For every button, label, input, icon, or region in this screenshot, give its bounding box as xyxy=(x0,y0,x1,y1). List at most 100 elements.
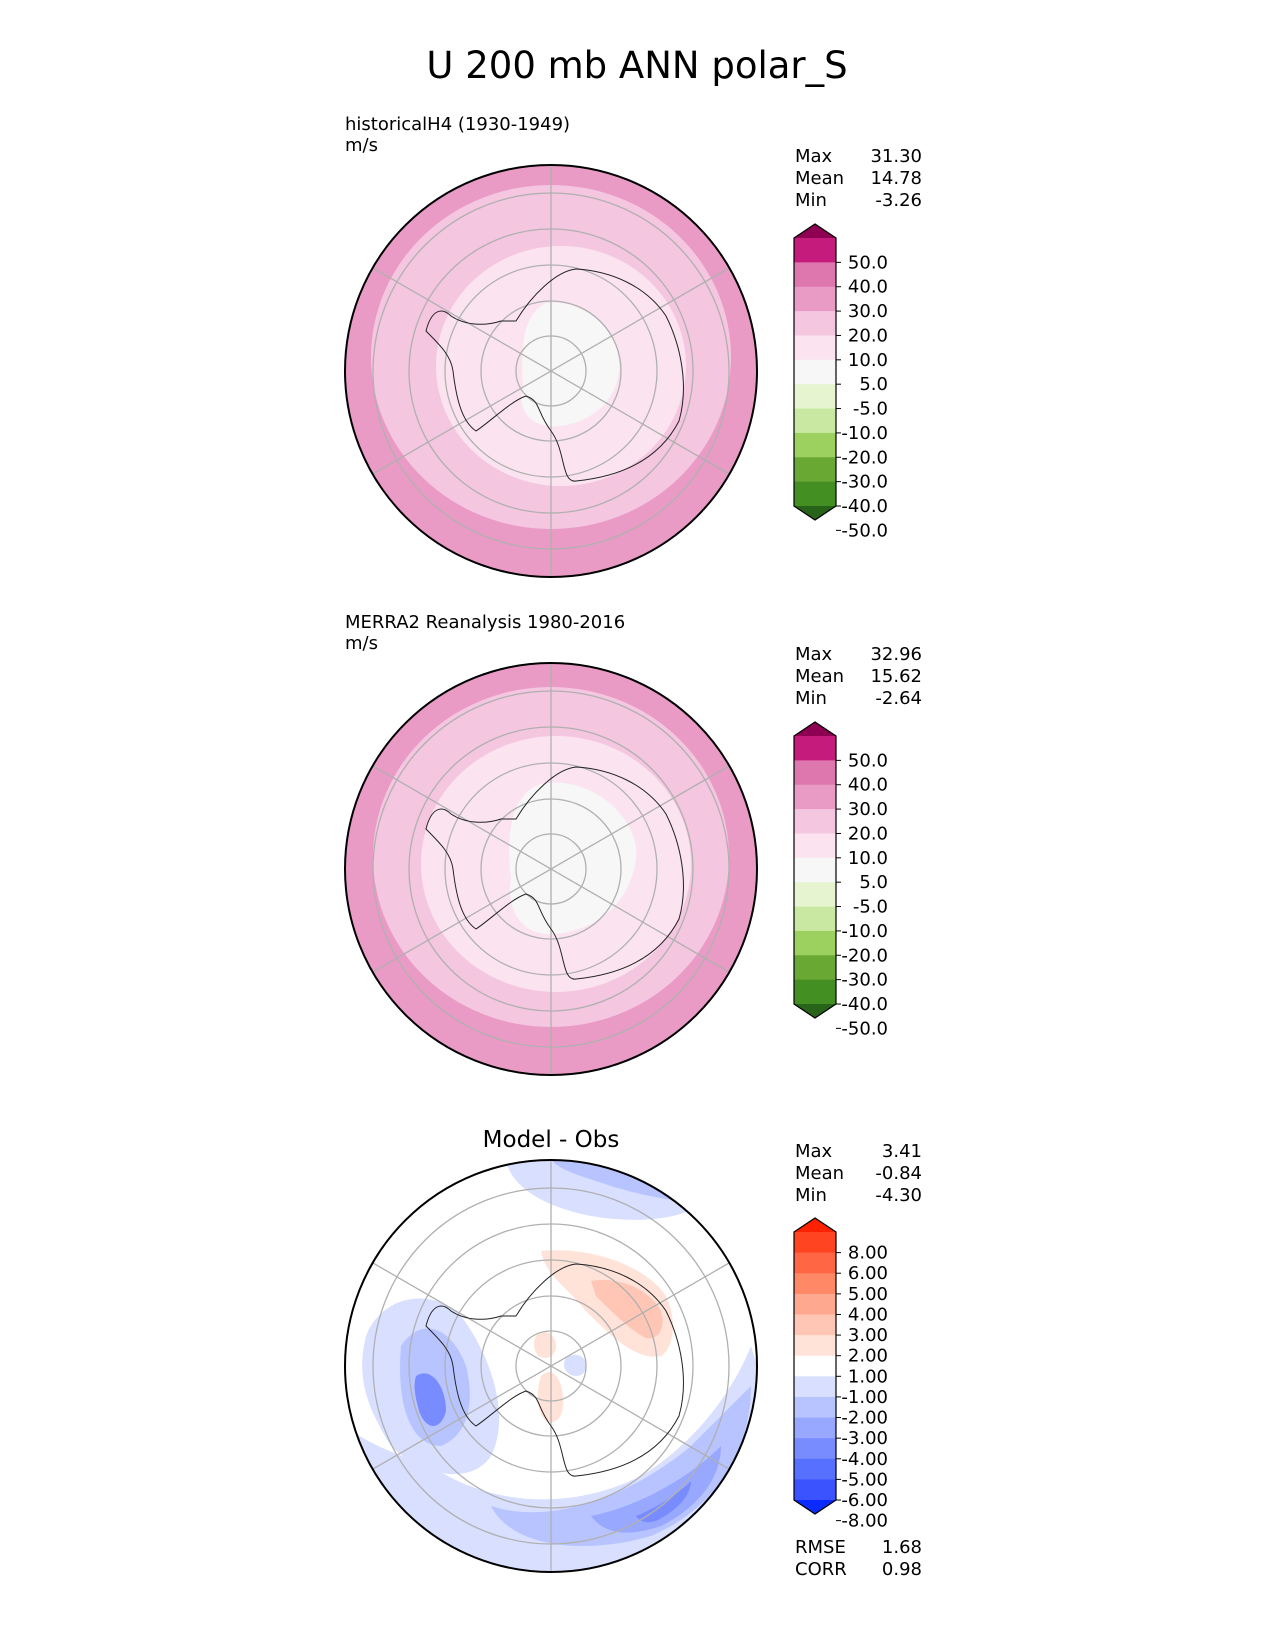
colorbar-tick-label: -4.00 xyxy=(841,1449,888,1470)
colorbar-swatch xyxy=(794,238,836,263)
colorbar-swatch xyxy=(794,1232,836,1254)
colorbar-tick-label: -8.00 xyxy=(841,1511,888,1532)
colorbar-tick-label: 50.0 xyxy=(848,750,888,771)
colorbar-tick-label: 5.0 xyxy=(859,374,888,395)
colorbar-tick-label: 30.0 xyxy=(848,799,888,820)
panel-1-stat-min: -3.26 xyxy=(875,190,922,211)
colorbar-swatch xyxy=(794,1335,836,1357)
colorbar-tick-label: 50.0 xyxy=(848,252,888,273)
panel-2-units: m/s xyxy=(345,633,378,654)
colorbar-tick-label: 20.0 xyxy=(848,325,888,346)
colorbar-tick-label: 40.0 xyxy=(848,775,888,796)
colorbar-swatch xyxy=(794,286,836,312)
panel-2-stat-mean-label: Mean xyxy=(795,666,844,687)
colorbar-swatch xyxy=(794,1396,836,1419)
colorbar-tick-label: -2.00 xyxy=(841,1408,888,1429)
colorbar-swatch xyxy=(794,857,836,883)
colorbar-tick-label: -20.0 xyxy=(841,447,888,468)
colorbar-swatch xyxy=(794,359,836,385)
panel-3-stat-max: 3.41 xyxy=(882,1141,922,1162)
colorbar-swatch xyxy=(794,760,836,786)
panel-3-corr-label: CORR xyxy=(795,1559,847,1580)
panel-3-stat-max-label: Max xyxy=(795,1141,833,1162)
colorbar-swatch xyxy=(794,1314,836,1336)
panel-1-stat-mean-label: Mean xyxy=(795,168,844,189)
colorbar-tick-label: 10.0 xyxy=(848,350,888,371)
colorbar-swatch xyxy=(794,930,836,956)
colorbar-swatch xyxy=(794,384,836,410)
colorbar-tick-label: -20.0 xyxy=(841,945,888,966)
colorbar-tick-label: -30.0 xyxy=(841,970,888,991)
panel-3-colorbar: 8.006.005.004.003.002.001.00-1.00-2.00-3… xyxy=(793,1217,888,1532)
panel-3-rmse: 1.68 xyxy=(882,1537,922,1558)
colorbar-tick-label: 6.00 xyxy=(848,1263,888,1284)
colorbar-swatch xyxy=(794,955,836,981)
colorbar-tick-label: -5.00 xyxy=(841,1469,888,1490)
colorbar-tick-label: 1.00 xyxy=(848,1366,888,1387)
colorbar-tick-label: -10.0 xyxy=(841,423,888,444)
colorbar-tick-label: 3.00 xyxy=(848,1325,888,1346)
colorbar-swatch xyxy=(794,979,836,1005)
panel-3-stat-min-label: Min xyxy=(795,1185,827,1206)
colorbar-tick-label: 8.00 xyxy=(848,1243,888,1264)
colorbar-tick-label: -40.0 xyxy=(841,496,888,517)
panel-3-stat-mean: -0.84 xyxy=(875,1163,922,1184)
colorbar-swatch xyxy=(794,506,836,520)
panel-2-stat-min: -2.64 xyxy=(875,688,922,709)
colorbar-tick-label: -40.0 xyxy=(841,994,888,1015)
panel-2-title: MERRA2 Reanalysis 1980-2016 xyxy=(345,612,625,633)
panel-2: MERRA2 Reanalysis 1980-2016 m/s Max Mean… xyxy=(344,612,922,1076)
colorbar-swatch xyxy=(794,1458,836,1480)
colorbar-swatch xyxy=(794,311,836,336)
colorbar-swatch xyxy=(794,1438,836,1460)
panel-3-corr: 0.98 xyxy=(882,1559,922,1580)
colorbar-swatch xyxy=(794,432,836,458)
panel-2-graticule xyxy=(372,663,730,1075)
panel-3-rmse-label: RMSE xyxy=(795,1537,846,1558)
panel-2-stat-min-label: Min xyxy=(795,688,827,709)
colorbar-swatch xyxy=(794,408,836,434)
figure-title: U 200 mb ANN polar_S xyxy=(426,44,847,87)
panel-1-coastline xyxy=(425,268,684,482)
panel-1-units: m/s xyxy=(345,135,378,156)
panel-1-colorbar: 50.0 40.0 30.0 20.0 10.0 5.0 -5.0 -10.0 -20.0 -30… xyxy=(793,223,888,541)
panel-2-map-border xyxy=(344,662,758,1076)
panel-3: Model - Obs xyxy=(344,1127,922,1580)
colorbar-swatch xyxy=(794,1417,836,1439)
colorbar-tick-label: 40.0 xyxy=(848,277,888,298)
colorbar-swatch xyxy=(794,481,836,507)
panel-2-stat-max-label: Max xyxy=(795,644,833,665)
panel-3-stat-mean-label: Mean xyxy=(795,1163,844,1184)
colorbar-tick-label: 30.0 xyxy=(848,301,888,322)
colorbar-swatch xyxy=(794,1004,836,1018)
colorbar-swatch xyxy=(794,1252,836,1274)
panel-2-coastline xyxy=(425,766,684,980)
colorbar-swatch xyxy=(794,1355,836,1377)
colorbar-swatch xyxy=(794,736,836,761)
colorbar-tick-label: -5.0 xyxy=(853,399,888,420)
colorbar-swatch xyxy=(794,1273,836,1295)
colorbar-swatch xyxy=(794,833,836,859)
panel-3-coastline xyxy=(425,1263,684,1477)
colorbar-swatch xyxy=(794,722,836,736)
colorbar-tick-label: -10.0 xyxy=(841,921,888,942)
panel-3-graticule xyxy=(372,1160,730,1572)
panel-3-map xyxy=(344,1159,758,1573)
colorbar-swatch xyxy=(794,1218,836,1232)
colorbar-swatch xyxy=(794,1479,836,1501)
panel-2-stat-mean: 15.62 xyxy=(870,666,922,687)
colorbar-tick-label: -6.00 xyxy=(841,1490,888,1511)
colorbar-swatch xyxy=(794,457,836,483)
colorbar-tick-label: -50.0 xyxy=(841,520,888,541)
colorbar-tick-label: 10.0 xyxy=(848,848,888,869)
panel-3-stat-min: -4.30 xyxy=(875,1185,922,1206)
panel-1-stat-max-label: Max xyxy=(795,146,833,167)
panel-1-map xyxy=(344,164,758,578)
panel-2-stat-max: 32.96 xyxy=(870,644,922,665)
colorbar-tick-label: 5.00 xyxy=(848,1284,888,1305)
colorbar-swatch xyxy=(794,1293,836,1315)
panel-3-map-border xyxy=(344,1159,758,1573)
panel-2-colorbar: 50.0 40.0 30.0 20.0 10.0 5.0 -5.0 -10.0 -20.0 -30… xyxy=(793,721,888,1039)
colorbar-tick-label: -30.0 xyxy=(841,472,888,493)
